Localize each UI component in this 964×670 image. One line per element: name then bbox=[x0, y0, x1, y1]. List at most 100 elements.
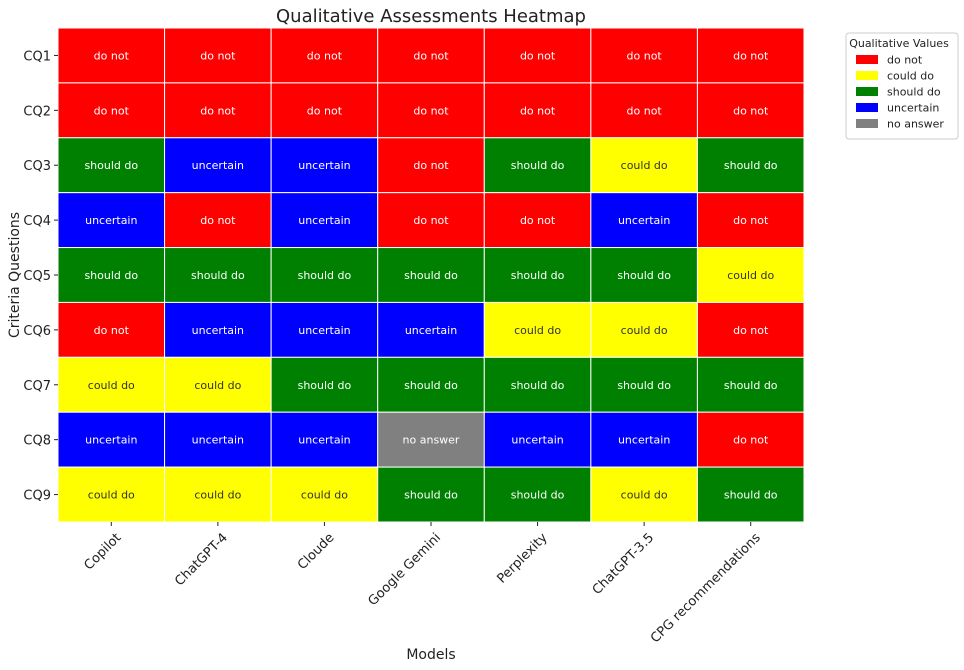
heatmap-cell-cq7-cloude bbox=[270, 356, 379, 413]
heatmap-cell-label: uncertain bbox=[298, 324, 350, 337]
heatmap-cell-cq3-google-gemini bbox=[377, 137, 485, 194]
heatmap-cell-cq8-google-gemini bbox=[377, 411, 485, 468]
heatmap-cell-cq3-cloude bbox=[270, 137, 379, 194]
legend-label-do-not: do not bbox=[887, 54, 923, 67]
heatmap-cell-label: should do bbox=[511, 269, 565, 282]
y-tick-label: CQ1 bbox=[23, 49, 51, 64]
heatmap-cell-label: should do bbox=[511, 159, 565, 172]
heatmap-cell-cq1-google-gemini bbox=[377, 27, 485, 84]
heatmap-cell-label: do not bbox=[733, 214, 769, 227]
y-tick-labels: CQ1 CQ2 CQ3 CQ4 CQ5 CQ6 CQ7 CQ8 CQ9 bbox=[23, 49, 58, 504]
heatmap-cell-cq6-chatgpt-4 bbox=[164, 301, 272, 358]
heatmap-cell-cq7-chatgpt-3-5 bbox=[590, 356, 698, 413]
heatmap-cell-label: do not bbox=[627, 104, 663, 117]
heatmap-cell-cq3-chatgpt-4 bbox=[164, 137, 272, 194]
heatmap-cell-cq7-cpg-recommendations bbox=[696, 356, 805, 413]
heatmap-cell-label: do not bbox=[413, 214, 449, 227]
chart-title: Qualitative Assessments Heatmap bbox=[276, 6, 586, 27]
legend-label-uncertain: uncertain bbox=[887, 102, 939, 115]
legend-label-no-answer: no answer bbox=[887, 118, 944, 131]
heatmap-cell-cq1-cloude bbox=[270, 27, 379, 84]
x-tick-label: Google Gemini bbox=[365, 530, 444, 609]
heatmap-cell-label: could do bbox=[621, 159, 668, 172]
heatmap-cell-label: should do bbox=[511, 489, 565, 502]
heatmap-cell-label: should do bbox=[724, 159, 778, 172]
legend: Qualitative Values do not could do should … bbox=[845, 32, 959, 140]
heatmap-cell-label: uncertain bbox=[192, 434, 244, 447]
x-tick-label: Cloude bbox=[295, 530, 338, 573]
heatmap-cell-label: do not bbox=[94, 324, 130, 337]
heatmap-cell-cq4-google-gemini bbox=[377, 192, 485, 249]
legend-label-could-do: could do bbox=[887, 70, 934, 83]
legend-swatch-uncertain bbox=[856, 103, 878, 112]
heatmap-cell-label: do not bbox=[520, 104, 556, 117]
heatmap-cell-label: could do bbox=[727, 269, 774, 282]
heatmap-cell-label: no answer bbox=[403, 434, 460, 447]
heatmap-cell-label: should do bbox=[191, 269, 245, 282]
heatmap-cell-label: should do bbox=[617, 379, 671, 392]
heatmap-cell-cq3-chatgpt-3-5 bbox=[590, 137, 698, 194]
heatmap-cell-label: uncertain bbox=[192, 324, 244, 337]
heatmap-cell-label: should do bbox=[617, 269, 671, 282]
heatmap-cell-label: should do bbox=[84, 269, 138, 282]
heatmap-cell-label: do not bbox=[200, 104, 236, 117]
heatmap-cell-cq2-perplexity bbox=[483, 82, 592, 139]
heatmap-cell-cq1-chatgpt-4 bbox=[164, 27, 272, 84]
heatmap-cell-label: do not bbox=[413, 49, 449, 62]
heatmap-cells: do not do not do not do not do not do not do n… bbox=[57, 27, 805, 523]
heatmap-cell-label: do not bbox=[307, 49, 343, 62]
heatmap-cell-label: should do bbox=[511, 379, 565, 392]
x-tick-label: CPG recommendations bbox=[648, 530, 764, 646]
heatmap-cell-cq7-perplexity bbox=[483, 356, 592, 413]
heatmap-cell-cq1-perplexity bbox=[483, 27, 592, 84]
heatmap-cell-label: do not bbox=[200, 49, 236, 62]
heatmap-cell-cq5-copilot bbox=[57, 247, 166, 303]
y-tick-label: CQ5 bbox=[23, 269, 51, 284]
heatmap-cell-cq3-cpg-recommendations bbox=[696, 137, 805, 194]
legend-items: do not could do should do uncertain no answe… bbox=[856, 54, 944, 131]
heatmap-cell-cq2-cloude bbox=[270, 82, 379, 139]
heatmap-cell-cq4-chatgpt-3-5 bbox=[590, 192, 698, 249]
heatmap-cell-label: do not bbox=[627, 49, 663, 62]
heatmap-cell-cq9-cloude bbox=[270, 466, 379, 523]
heatmap-cell-label: should do bbox=[298, 269, 352, 282]
heatmap-cell-label: should do bbox=[724, 379, 778, 392]
heatmap-cell-label: could do bbox=[194, 489, 241, 502]
heatmap-cell-label: uncertain bbox=[618, 434, 670, 447]
heatmap-cell-cq8-chatgpt-4 bbox=[164, 411, 272, 468]
x-tick-label: Copilot bbox=[82, 530, 125, 573]
y-axis-label: Criteria Questions bbox=[7, 212, 23, 338]
heatmap-cell-cq2-cpg-recommendations bbox=[696, 82, 805, 139]
heatmap-cell-cq7-copilot bbox=[57, 356, 166, 413]
y-tick-label: CQ3 bbox=[23, 159, 51, 174]
legend-title: Qualitative Values bbox=[849, 37, 949, 50]
legend-swatch-could-do bbox=[856, 71, 878, 80]
heatmap-cell-cq1-chatgpt-3-5 bbox=[590, 27, 698, 84]
heatmap-cell-label: do not bbox=[94, 104, 130, 117]
heatmap-cell-label: should do bbox=[404, 379, 458, 392]
heatmap-cell-label: uncertain bbox=[618, 214, 670, 227]
heatmap-cell-label: could do bbox=[514, 324, 561, 337]
y-tick-label: CQ9 bbox=[23, 489, 51, 504]
heatmap-cell-cq6-cloude bbox=[270, 301, 379, 358]
heatmap-cell-label: do not bbox=[520, 49, 556, 62]
legend-swatch-no-answer bbox=[856, 119, 878, 128]
heatmap-cell-label: uncertain bbox=[298, 214, 350, 227]
heatmap-cell-cq2-chatgpt-3-5 bbox=[590, 82, 698, 139]
legend-label-should-do: should do bbox=[887, 86, 941, 99]
y-tick-label: CQ2 bbox=[23, 104, 51, 119]
heatmap-cell-cq6-cpg-recommendations bbox=[696, 301, 805, 358]
heatmap-cell-cq7-google-gemini bbox=[377, 356, 485, 413]
heatmap-cell-cq5-cloude bbox=[270, 247, 379, 303]
legend-swatch-should-do bbox=[856, 87, 878, 96]
heatmap-cell-cq8-perplexity bbox=[483, 411, 592, 468]
heatmap-cell-label: do not bbox=[307, 104, 343, 117]
heatmap-cell-label: uncertain bbox=[298, 159, 350, 172]
y-tick-label: CQ6 bbox=[23, 324, 51, 339]
heatmap-cell-label: uncertain bbox=[298, 434, 350, 447]
heatmap-cell-label: could do bbox=[621, 324, 668, 337]
heatmap-cell-label: could do bbox=[194, 379, 241, 392]
heatmap-cell-label: do not bbox=[520, 214, 556, 227]
x-tick-label: Perplexity bbox=[494, 530, 550, 586]
